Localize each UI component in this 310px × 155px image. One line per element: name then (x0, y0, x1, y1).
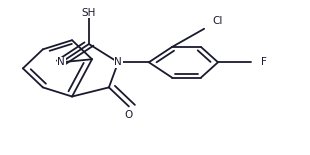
Text: N: N (114, 57, 122, 67)
Text: SH: SH (82, 8, 96, 18)
Text: N: N (57, 57, 65, 67)
Text: Cl: Cl (213, 16, 223, 26)
Text: O: O (125, 110, 133, 120)
Text: F: F (261, 57, 267, 67)
